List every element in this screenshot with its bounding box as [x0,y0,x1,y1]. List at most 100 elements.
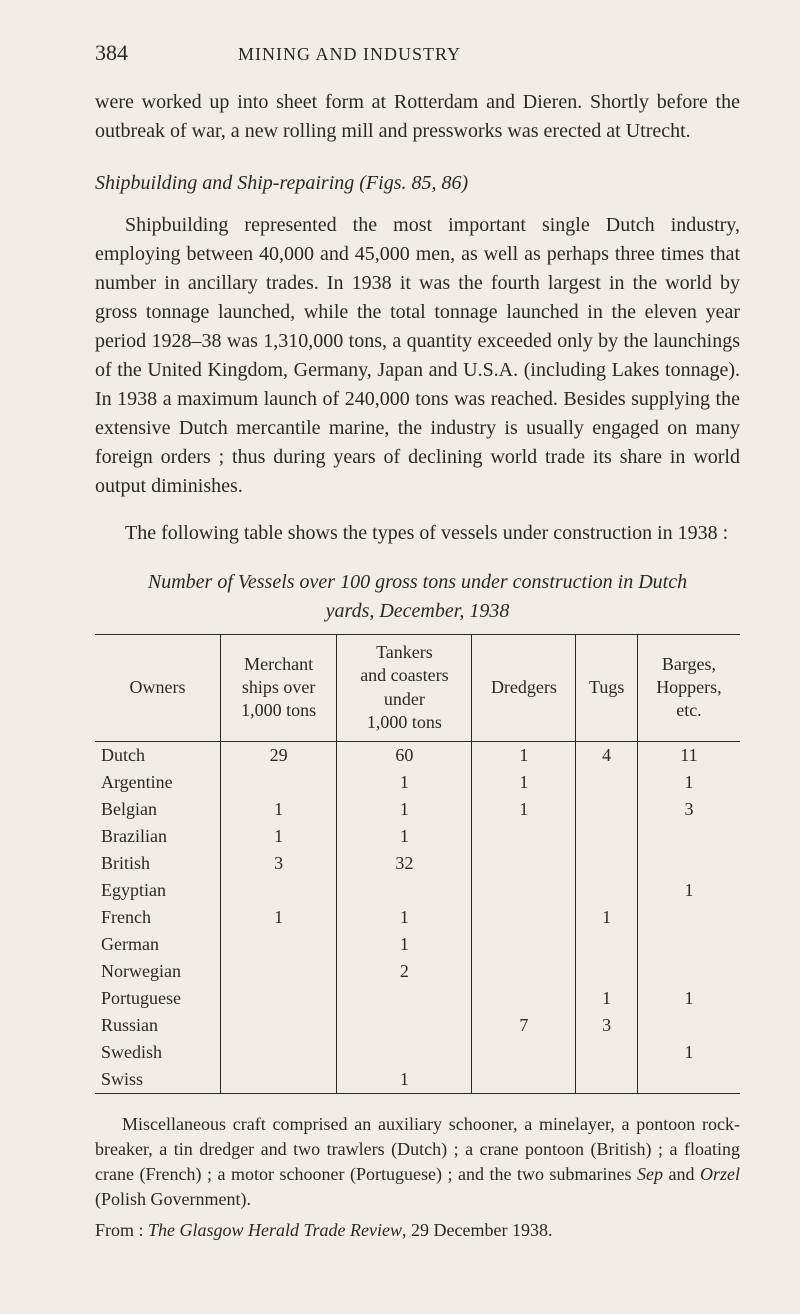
table-cell [637,931,740,958]
table-cell: Argentine [95,769,220,796]
table-cell [472,1066,576,1094]
table-row: Swiss 1 [95,1066,740,1094]
body-paragraph-1: Shipbuilding represented the most import… [95,211,740,501]
vessels-table: Owners Merchant ships over 1,000 tons Ta… [95,634,740,1094]
table-cell: 1 [220,796,336,823]
table-cell [637,958,740,985]
table-cell: 1 [576,985,638,1012]
table-row: Portuguese 11 [95,985,740,1012]
table-cell: 1 [337,931,472,958]
table-cell [637,1066,740,1094]
table-cell [576,823,638,850]
table-cell [576,958,638,985]
table-cell: 1 [337,1066,472,1094]
table-cell: Belgian [95,796,220,823]
table-cell [472,823,576,850]
table-cell: 1 [337,796,472,823]
table-cell: 4 [576,741,638,769]
table-cell: 1 [472,769,576,796]
running-head: MINING AND INDUSTRY [238,44,461,65]
table-cell [472,850,576,877]
table-cell: Russian [95,1012,220,1039]
table-row: German 1 [95,931,740,958]
table-cell [220,769,336,796]
footnote-1-c: and [663,1164,700,1184]
table-cell: Dutch [95,741,220,769]
table-cell [472,931,576,958]
table-cell: Egyptian [95,877,220,904]
section-heading-italic: Shipbuilding and Ship-repairing [95,172,354,194]
col-dredgers: Dredgers [472,635,576,742]
footnote-2: From : The Glasgow Herald Trade Review, … [95,1218,740,1243]
page: 384 MINING AND INDUSTRY were worked up i… [0,0,800,1314]
footnote-1-orzel: Orzel [700,1164,740,1184]
col-tankers: Tankers and coasters under 1,000 tons [337,635,472,742]
table-row: Swedish1 [95,1039,740,1066]
table-cell: Portuguese [95,985,220,1012]
table-cell: 1 [220,904,336,931]
table-cell: 1 [220,823,336,850]
table-cell: 1 [337,769,472,796]
table-row: Dutch29601411 [95,741,740,769]
table-cell: 3 [576,1012,638,1039]
table-cell [472,958,576,985]
table-cell [576,1066,638,1094]
footnote-2-title: The Glasgow Herald Trade Review [148,1220,402,1240]
table-cell: 60 [337,741,472,769]
col-tugs: Tugs [576,635,638,742]
table-row: Argentine111 [95,769,740,796]
table-cell [576,1039,638,1066]
table-cell: 1 [637,877,740,904]
table-cell [220,985,336,1012]
table-cell [576,769,638,796]
table-row: French111 [95,904,740,931]
table-caption: Number of Vessels over 100 gross tons un… [95,568,740,626]
table-cell [337,1039,472,1066]
table-cell [220,1039,336,1066]
footnote-2-c: , 29 December 1938. [402,1220,552,1240]
table-cell [337,985,472,1012]
table-cell: 1 [637,769,740,796]
table-row: Norwegian 2 [95,958,740,985]
table-cell: Norwegian [95,958,220,985]
vessels-thead: Owners Merchant ships over 1,000 tons Ta… [95,635,740,742]
table-cell [576,796,638,823]
table-cell [472,985,576,1012]
table-cell: 11 [637,741,740,769]
table-cell: French [95,904,220,931]
table-cell [337,877,472,904]
footnote-2-a: From : [95,1220,148,1240]
section-heading-figs: (Figs. 85, 86) [359,172,468,194]
table-row: Russian73 [95,1012,740,1039]
table-cell [220,958,336,985]
table-cell [637,1012,740,1039]
page-header: 384 MINING AND INDUSTRY [95,40,740,66]
table-cell: 1 [337,823,472,850]
table-cell: 2 [337,958,472,985]
table-cell [472,904,576,931]
table-cell: German [95,931,220,958]
table-cell: 1 [637,985,740,1012]
table-cell [576,931,638,958]
vessels-tbody: Dutch29601411Argentine111Belgian1113Braz… [95,741,740,1093]
page-number: 384 [95,40,128,66]
intro-paragraph: were worked up into sheet form at Rotter… [95,88,740,146]
table-row: British332 [95,850,740,877]
table-cell [220,877,336,904]
footnote-1-e: (Polish Government). [95,1189,251,1209]
table-cell [220,931,336,958]
table-cell: 3 [220,850,336,877]
table-cell [220,1012,336,1039]
table-cell: 1 [472,796,576,823]
table-row: Brazilian11 [95,823,740,850]
table-cell [472,1039,576,1066]
table-cell: 1 [637,1039,740,1066]
table-row: Belgian1113 [95,796,740,823]
table-cell: Brazilian [95,823,220,850]
table-cell: 1 [337,904,472,931]
footnote-1: Miscellaneous craft comprised an auxilia… [95,1112,740,1213]
table-cell: Swiss [95,1066,220,1094]
footnote-1-sep: Sep [637,1164,663,1184]
table-cell [637,904,740,931]
table-cell: British [95,850,220,877]
